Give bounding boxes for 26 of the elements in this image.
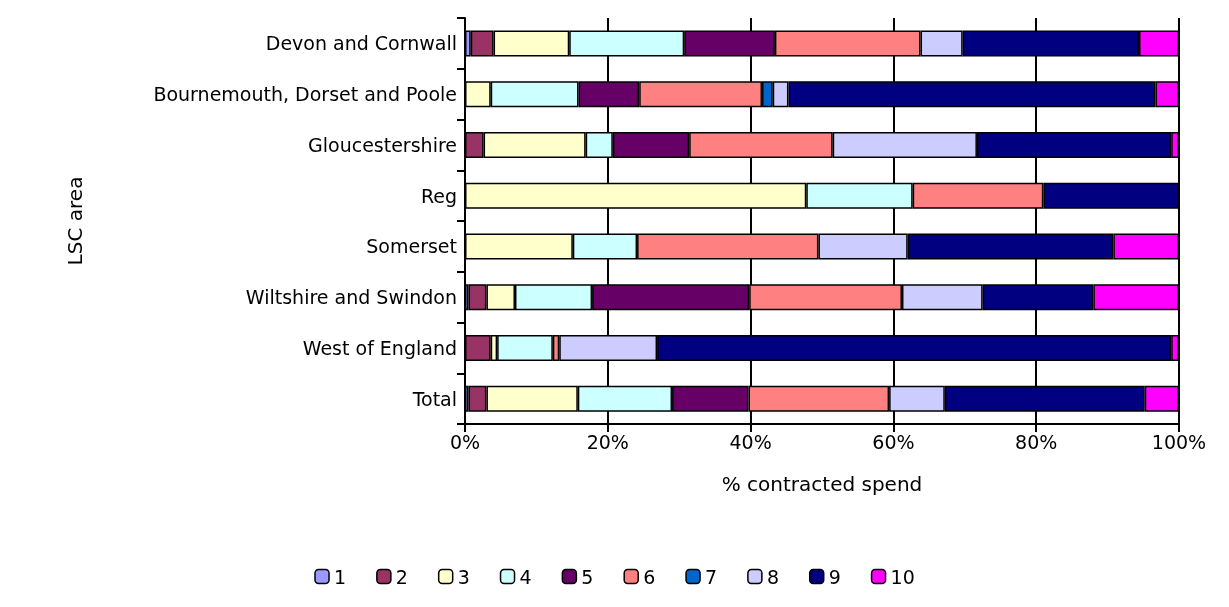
y-tick-label: Somerset [366, 235, 457, 258]
legend-label: 1 [334, 565, 347, 588]
legend-label: 7 [705, 565, 718, 588]
y-tick-label: Wiltshire and Swindon [245, 286, 457, 309]
legend-label: 5 [581, 565, 594, 588]
y-tick-label: West of England [302, 336, 457, 359]
x-tick-label: 60% [872, 430, 915, 453]
legend-label: 2 [395, 565, 408, 588]
x-tick-label: 100% [1151, 430, 1207, 453]
legend-label: 6 [643, 565, 656, 588]
y-tick-label: Devon and Cornwall [265, 32, 457, 55]
x-tick-label: 0% [449, 430, 481, 453]
x-tick-label: 40% [729, 430, 772, 453]
x-tick-label: 20% [586, 430, 629, 453]
y-tick-label: Bournemouth, Dorset and Poole [153, 83, 457, 106]
legend-label: 4 [519, 565, 532, 588]
x-axis-title: % contracted spend [721, 472, 923, 496]
legend-label: 10 [890, 565, 915, 588]
legend-label: 9 [828, 565, 841, 588]
y-tick-label: Gloucestershire [308, 133, 457, 156]
legend-label: 3 [457, 565, 470, 588]
y-axis-title: LSC area [63, 176, 87, 266]
y-tick-label: Total [411, 387, 457, 410]
y-tick-label: Reg [420, 184, 457, 207]
x-tick-label: 80% [1015, 430, 1058, 453]
legend-label: 8 [766, 565, 779, 588]
